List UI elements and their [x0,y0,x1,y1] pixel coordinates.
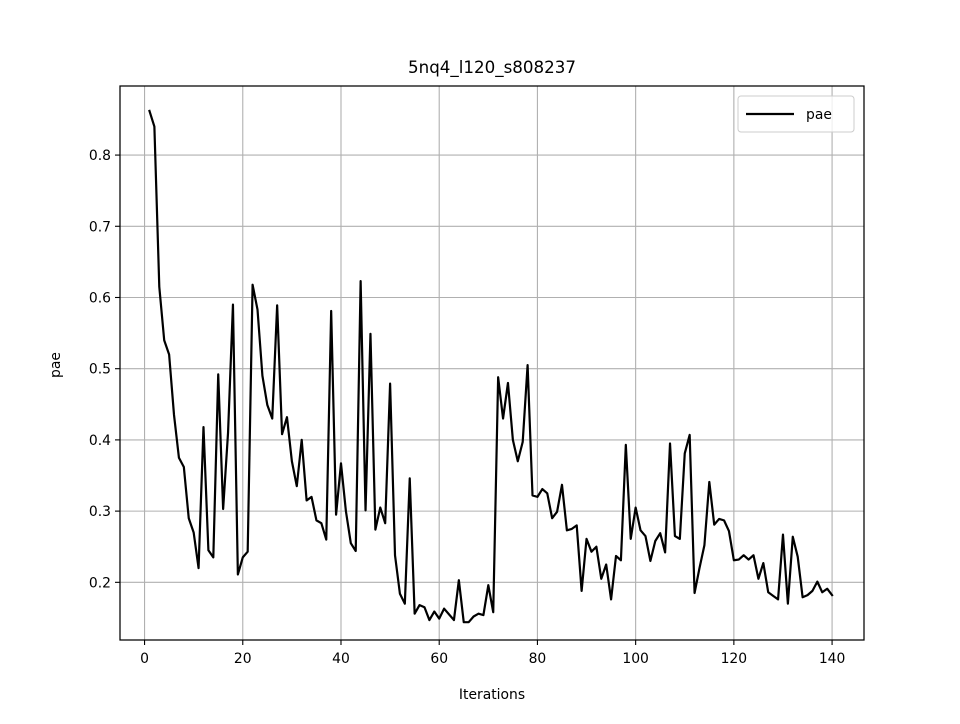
y-tick-label: 0.6 [89,290,111,306]
plot-area-frame [119,85,865,641]
y-tick-label: 0.3 [89,504,111,520]
x-tick-label: 60 [430,651,448,667]
x-tick-label: 40 [332,651,350,667]
y-tick-label: 0.5 [89,362,111,378]
y-tick-label: 0.4 [89,433,111,449]
x-tick-label: 100 [622,651,649,667]
y-tick-label: 0.7 [89,219,111,235]
y-tick-label: 0.8 [89,148,111,164]
x-tick-label: 20 [234,651,252,667]
legend-label-pae: pae [806,107,832,123]
series-line-pae [148,109,834,624]
legend-box [737,95,855,133]
grid-layer [120,86,864,640]
legend: pae [737,95,855,133]
y-tick-label: 0.2 [89,575,111,591]
x-tick-label: 140 [819,651,846,667]
series-layer [148,109,834,624]
x-axis-label: Iterations [459,687,525,703]
y-axis-label: pae [48,352,64,378]
x-tick-label: 120 [721,651,748,667]
tick-layer: 0 20 40 60 80 100 120 140 0.2 0.3 0.4 0.5 0.6 0.7 0.8 [89,148,845,667]
x-tick-label: 80 [529,651,547,667]
x-tick-label: 0 [140,651,149,667]
chart-title: 5nq4_l120_s808237 [408,57,576,78]
